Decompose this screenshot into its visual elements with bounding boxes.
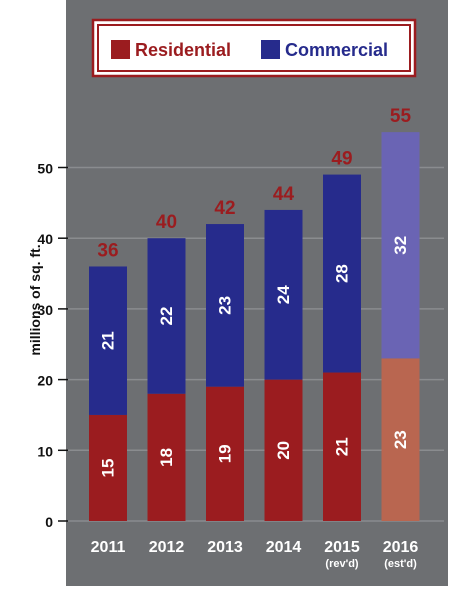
- x-tick-label-2013: 2013: [207, 539, 243, 556]
- data-label-residential-2012: 18: [157, 448, 176, 467]
- bar-residential-2013: [206, 386, 244, 521]
- data-label-residential-2013: 19: [216, 444, 235, 463]
- legend-inner-border: [97, 24, 411, 72]
- y-tick-label-20: 20: [37, 373, 53, 389]
- data-label-residential-2011: 15: [99, 459, 118, 478]
- legend-box: [91, 18, 417, 78]
- total-label-2015: 49: [331, 149, 352, 170]
- data-label-commercial-2015: 28: [333, 264, 352, 283]
- bar-commercial-2013: [206, 224, 244, 387]
- labels: 15 21 36 2011 18 22 40 2012 19 23 42 2013 20 24 44 2014…: [91, 106, 419, 570]
- bar-commercial-2016: [381, 132, 420, 359]
- bars: [89, 132, 420, 521]
- y-axis-band: [2, 0, 66, 586]
- data-label-residential-2016: 23: [391, 430, 410, 449]
- y-tick-label-50: 50: [37, 161, 53, 177]
- legend-label-commercial: Commercial: [285, 40, 388, 60]
- x-tick-label-2016: 2016: [383, 539, 419, 556]
- data-label-commercial-2014: 24: [274, 285, 293, 304]
- total-label-2014: 44: [273, 184, 295, 205]
- bar-residential-2011: [89, 414, 127, 521]
- gridlines: 0 10 20 30 40 50: [37, 161, 444, 530]
- y-tick-label-10: 10: [37, 443, 53, 459]
- total-label-2011: 36: [97, 240, 118, 261]
- y-axis-label: millions of sq. ft.: [27, 244, 43, 355]
- bar-commercial-2014: [264, 209, 303, 380]
- total-label-2016: 55: [390, 106, 412, 127]
- y-tick-label-40: 40: [37, 231, 53, 247]
- data-label-commercial-2016: 32: [391, 236, 410, 255]
- bar-residential-2015: [323, 372, 361, 521]
- bar-residential-2012: [147, 393, 186, 521]
- bar-commercial-2011: [89, 266, 127, 415]
- data-label-residential-2015: 21: [333, 437, 352, 456]
- bar-commercial-2015: [323, 174, 361, 373]
- data-label-commercial-2012: 22: [157, 307, 176, 326]
- x-tick-note-2015: (rev'd): [325, 558, 359, 570]
- x-tick-label-2011: 2011: [91, 539, 126, 556]
- total-label-2012: 40: [156, 212, 177, 233]
- x-tick-label-2012: 2012: [149, 539, 185, 556]
- x-tick-note-2016: (est'd): [384, 558, 417, 570]
- legend-swatch-residential: [111, 40, 130, 59]
- data-label-residential-2014: 20: [274, 441, 293, 460]
- bar-residential-2016: [381, 358, 420, 521]
- total-label-2013: 42: [214, 198, 235, 219]
- legend: Residential Commercial: [91, 18, 417, 78]
- bar-commercial-2012: [147, 238, 186, 394]
- data-label-commercial-2013: 23: [216, 296, 235, 315]
- x-tick-label-2015: 2015: [324, 539, 360, 556]
- y-tick-label-30: 30: [37, 302, 53, 318]
- bar-residential-2014: [264, 379, 303, 521]
- data-label-commercial-2011: 21: [99, 331, 118, 350]
- legend-label-residential: Residential: [135, 40, 231, 60]
- legend-swatch-commercial: [261, 40, 280, 59]
- x-tick-label-2014: 2014: [266, 539, 302, 556]
- y-tick-label-0: 0: [45, 514, 53, 530]
